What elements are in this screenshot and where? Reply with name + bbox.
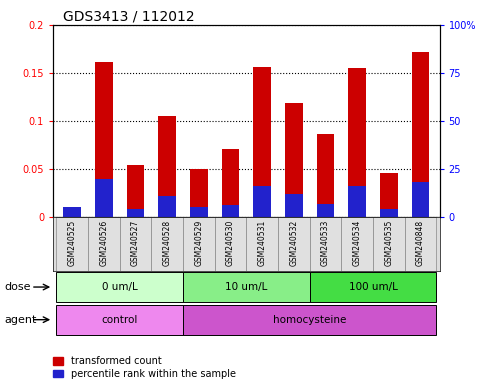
Bar [405, 217, 436, 271]
Text: GSM240531: GSM240531 [257, 220, 267, 266]
Bar [88, 217, 120, 271]
Legend: transformed count, percentile rank within the sample: transformed count, percentile rank withi… [53, 356, 236, 379]
Bar [95, 63, 113, 217]
Bar [158, 116, 176, 217]
Bar [348, 68, 366, 217]
Bar [57, 272, 183, 302]
Bar [310, 217, 341, 271]
Text: GSM240534: GSM240534 [353, 220, 362, 266]
Bar [158, 196, 176, 217]
Text: GSM240533: GSM240533 [321, 220, 330, 266]
Bar [190, 207, 208, 217]
Bar [254, 186, 271, 217]
Text: homocysteine: homocysteine [273, 314, 346, 325]
Text: GSM240535: GSM240535 [384, 220, 393, 266]
Bar [183, 305, 436, 335]
Text: GSM240532: GSM240532 [289, 220, 298, 266]
Text: GSM240530: GSM240530 [226, 220, 235, 266]
Bar [222, 205, 239, 217]
Text: 10 um/L: 10 um/L [225, 282, 268, 292]
Bar [95, 179, 113, 217]
Text: dose: dose [5, 282, 31, 292]
Bar [285, 103, 302, 217]
Text: control: control [101, 314, 138, 325]
Bar [278, 217, 310, 271]
Bar [57, 305, 183, 335]
Bar [317, 134, 334, 217]
Bar [151, 217, 183, 271]
Bar [183, 217, 214, 271]
Bar [310, 272, 436, 302]
Text: 100 um/L: 100 um/L [349, 282, 398, 292]
Bar [380, 209, 398, 217]
Text: GSM240526: GSM240526 [99, 220, 108, 266]
Bar [63, 209, 81, 217]
Bar [190, 169, 208, 217]
Bar [222, 149, 239, 217]
Bar [317, 204, 334, 217]
Text: agent: agent [5, 314, 37, 325]
Bar [183, 272, 310, 302]
Text: GSM240848: GSM240848 [416, 220, 425, 266]
Text: GSM240527: GSM240527 [131, 220, 140, 266]
Bar [341, 217, 373, 271]
Bar [120, 217, 151, 271]
Bar [57, 217, 88, 271]
Bar [412, 52, 429, 217]
Bar [246, 217, 278, 271]
Bar [412, 182, 429, 217]
Text: 0 um/L: 0 um/L [102, 282, 138, 292]
Bar [285, 194, 302, 217]
Bar [373, 217, 405, 271]
Bar [380, 173, 398, 217]
Bar [348, 186, 366, 217]
Bar [63, 207, 81, 217]
Text: GDS3413 / 112012: GDS3413 / 112012 [63, 10, 195, 23]
Bar [214, 217, 246, 271]
Bar [254, 67, 271, 217]
Text: GSM240528: GSM240528 [163, 220, 171, 266]
Text: GSM240529: GSM240529 [194, 220, 203, 266]
Bar [127, 165, 144, 217]
Bar [127, 209, 144, 217]
Text: GSM240525: GSM240525 [68, 220, 77, 266]
